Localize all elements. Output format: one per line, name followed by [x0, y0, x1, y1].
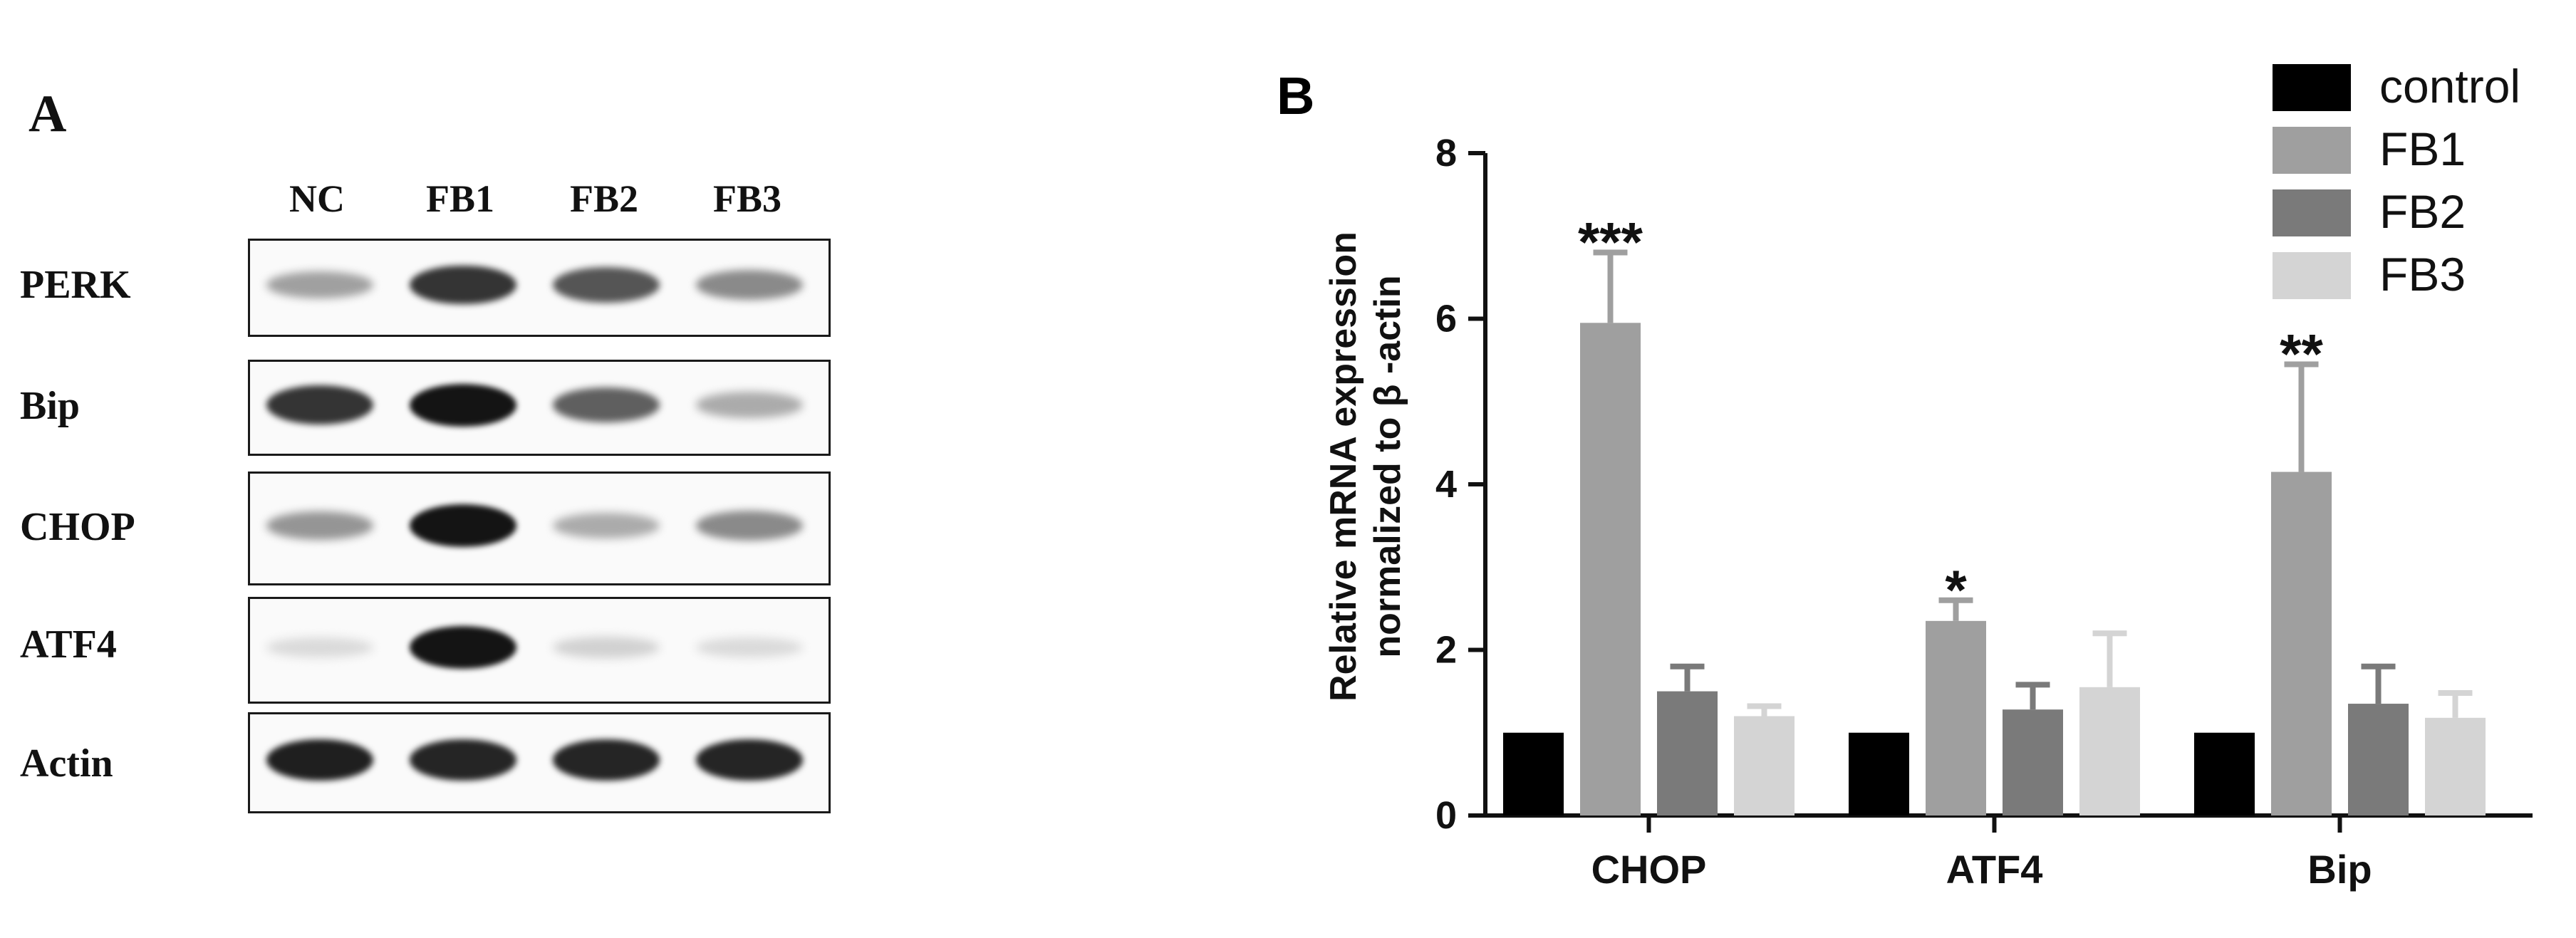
bar — [2348, 704, 2409, 815]
significance-marker: *** — [1578, 211, 1643, 273]
legend-label: control — [2379, 60, 2520, 113]
blot-band — [410, 383, 516, 427]
blot-row-label: CHOP — [20, 505, 135, 549]
significance-marker: * — [1945, 558, 1967, 621]
blot-band — [553, 387, 660, 422]
bar — [1657, 691, 1718, 815]
legend-swatch — [2273, 189, 2351, 236]
lane-label: NC — [289, 177, 345, 220]
legend-swatch — [2273, 64, 2351, 111]
significance-marker: ** — [2280, 322, 2323, 385]
bar — [1503, 732, 1564, 815]
blot-strip — [248, 712, 831, 813]
y-tick-label: 8 — [1435, 132, 1457, 174]
blot-strip — [248, 239, 831, 337]
blot-band — [696, 270, 803, 300]
bar — [2271, 471, 2332, 815]
x-tick-label: ATF4 — [1946, 847, 2043, 892]
legend-swatch — [2273, 252, 2351, 299]
blot-strip — [248, 597, 831, 704]
blot-band — [266, 385, 373, 424]
blot-band — [696, 637, 803, 658]
x-tick-label: Bip — [2307, 847, 2372, 892]
y-axis-label-line2: normalized to β -actin — [1367, 275, 1408, 657]
legend-swatch — [2273, 127, 2351, 174]
bar — [2079, 687, 2140, 815]
y-tick-label: 4 — [1435, 463, 1457, 506]
blot-band — [553, 267, 660, 303]
lane-label: FB1 — [425, 177, 494, 220]
blot-row-label: ATF4 — [20, 622, 117, 667]
y-axis-label-line1: Relative mRNA expression — [1323, 231, 1364, 702]
blot-band — [553, 512, 660, 539]
legend-label: FB3 — [2379, 248, 2466, 301]
blot-band — [696, 511, 803, 541]
blot-band — [266, 637, 373, 658]
bar — [1580, 323, 1641, 815]
blot-strip — [248, 360, 831, 456]
blot-band — [553, 636, 660, 659]
blot-band — [410, 504, 516, 547]
blot-band — [266, 271, 373, 298]
blot-band — [696, 739, 803, 781]
bar — [2194, 732, 2255, 815]
bar — [1734, 716, 1795, 815]
y-tick-label: 0 — [1435, 794, 1457, 837]
blot-band — [266, 511, 373, 540]
x-tick-label: CHOP — [1591, 847, 1707, 892]
blot-band — [410, 265, 516, 305]
y-tick-label: 6 — [1435, 298, 1457, 340]
y-axis-label: Relative mRNA expression normalized to β… — [1323, 231, 1408, 702]
lane-label: FB2 — [569, 177, 638, 220]
bar — [1849, 732, 1909, 815]
bar — [2425, 717, 2486, 815]
blot-band — [410, 739, 516, 781]
blot-band — [410, 626, 516, 669]
y-tick-label: 2 — [1435, 629, 1457, 672]
bar — [2003, 709, 2063, 815]
blot-band — [553, 739, 660, 781]
panel-b-label: B — [1277, 66, 1314, 125]
legend: control FB1 FB2 FB3 — [2273, 60, 2520, 301]
blot-row-label: Bip — [20, 384, 80, 428]
bar — [1926, 620, 1986, 815]
lane-label: FB3 — [712, 177, 781, 220]
blot-row-label: Actin — [20, 741, 113, 786]
blot-band — [266, 739, 373, 781]
legend-label: FB2 — [2379, 185, 2466, 238]
panel-b-bar-chart: B Relative mRNA expression normalized to… — [1277, 60, 2533, 892]
panel-a-label: A — [28, 85, 67, 143]
blot-band — [696, 392, 803, 418]
blot-row-label: PERK — [20, 263, 131, 307]
blot-strip — [248, 471, 831, 585]
legend-label: FB1 — [2379, 123, 2466, 175]
